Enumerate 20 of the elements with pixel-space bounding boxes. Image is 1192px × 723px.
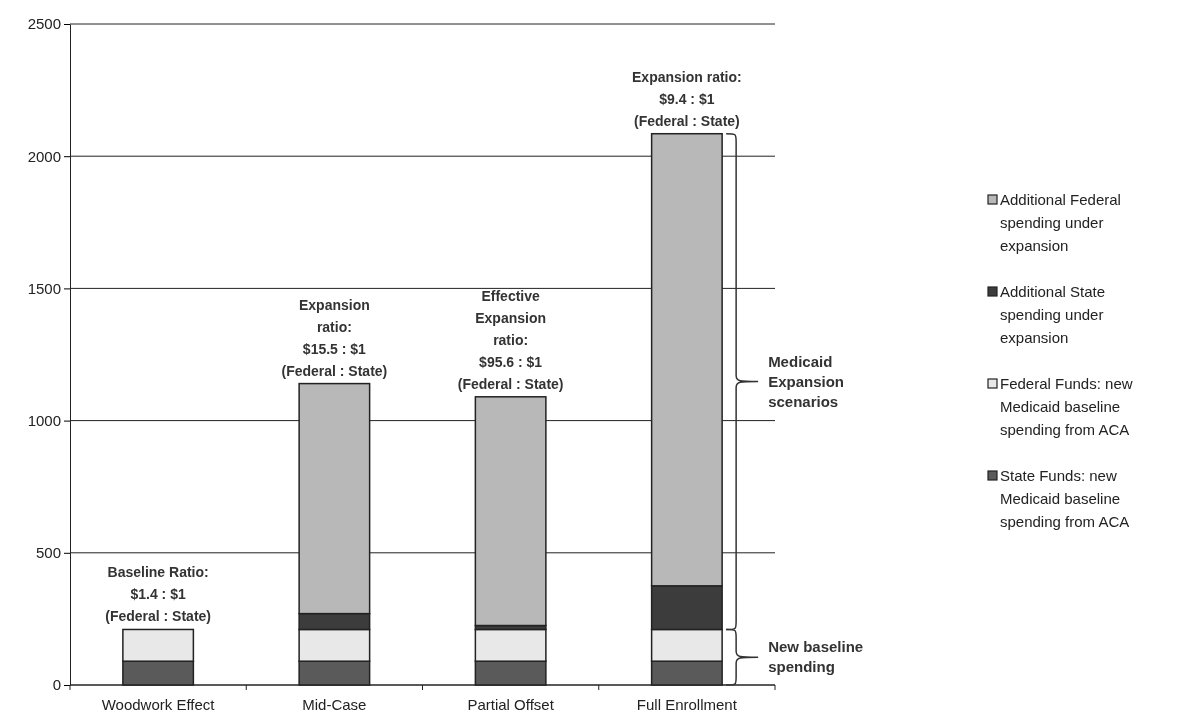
annotation: Expansion ratio: $15.5 : $1 (Federal : State) bbox=[281, 296, 388, 379]
legend-label: Additional Federal spending under expansion bbox=[1000, 191, 1121, 254]
y-tick-label: 1000 bbox=[27, 411, 61, 429]
annotation: Expansion ratio: $9.4 : $1 (Federal : State) bbox=[632, 68, 742, 129]
annotation: Baseline Ratio: $1.4 : $1 (Federal : State) bbox=[105, 564, 212, 625]
y-tick-label: 0 bbox=[52, 676, 61, 694]
x-tick-label: Full Enrollment bbox=[636, 696, 738, 713]
annotation: Medicaid Expansion scenarios bbox=[768, 352, 844, 410]
annotation: Effective Expansion ratio: $95.6 : $1 (Federal : State) bbox=[457, 287, 564, 392]
legend-label: Additional State spending under expansion bbox=[1000, 283, 1106, 346]
legend-label: Federal Funds: new Medicaid baseline spending from ACA bbox=[1000, 375, 1133, 438]
y-tick-label: 500 bbox=[35, 544, 61, 562]
y-tick-label: 2000 bbox=[27, 147, 61, 165]
legend-label: State Funds: new Medicaid baseline spending from ACA bbox=[1000, 467, 1130, 530]
annotation: New baseline spending bbox=[768, 638, 864, 676]
y-tick-label: 2500 bbox=[27, 15, 61, 33]
x-tick-label: Partial Offset bbox=[467, 696, 555, 713]
x-tick-label: Woodwork Effect bbox=[101, 696, 216, 713]
x-tick-label: Mid-Case bbox=[302, 696, 367, 713]
y-tick-label: 1500 bbox=[27, 279, 61, 297]
